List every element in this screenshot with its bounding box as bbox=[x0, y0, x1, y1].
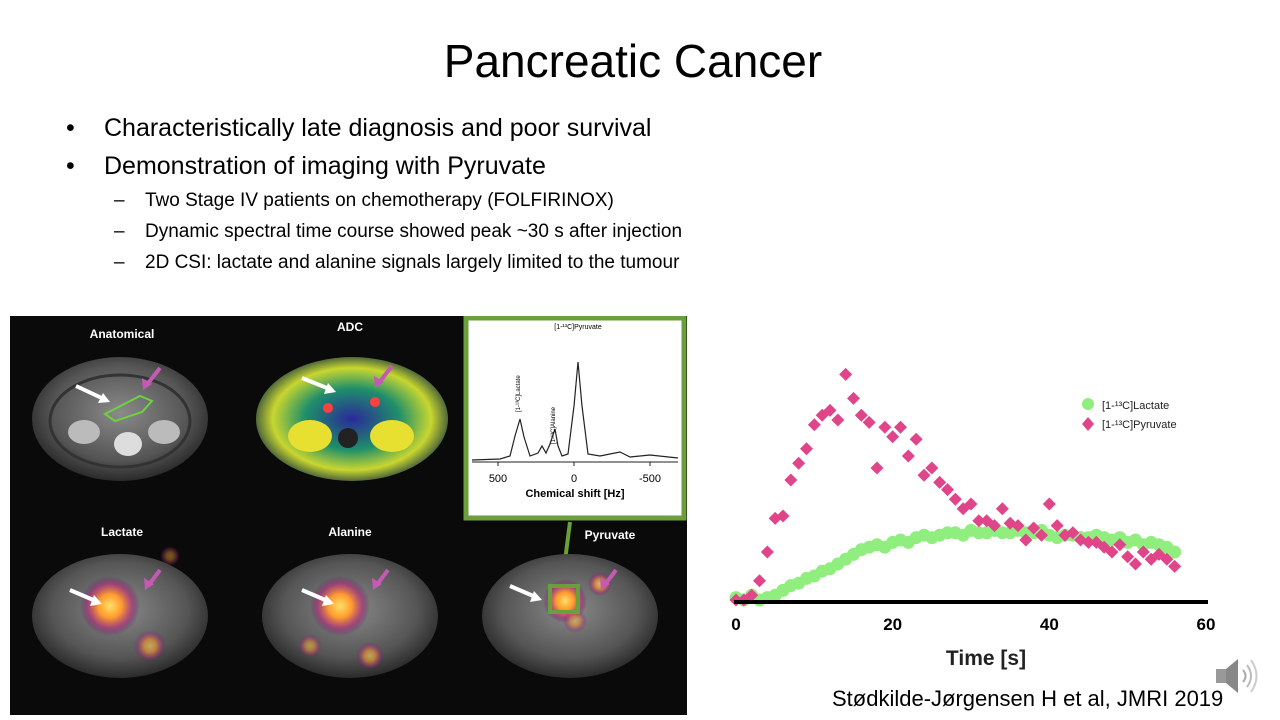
pyruvate-point bbox=[776, 509, 790, 523]
x-ticks: 0 20 40 60 bbox=[731, 615, 1215, 634]
pyruvate-point bbox=[823, 403, 837, 417]
pyruvate-point bbox=[933, 475, 947, 489]
pyruvate-point bbox=[1027, 521, 1041, 535]
pyruvate-point bbox=[1129, 557, 1142, 571]
pyruvate-point bbox=[972, 514, 986, 528]
pyruvate-point bbox=[753, 574, 766, 588]
pyruvate-point bbox=[988, 519, 1001, 533]
spectrum-tick: 0 bbox=[571, 473, 577, 485]
pyruvate-point bbox=[901, 449, 915, 463]
panel-label: Alanine bbox=[328, 525, 372, 539]
pyruvate-point bbox=[1042, 497, 1056, 511]
pyruvate-point bbox=[745, 588, 759, 602]
pyruvate-point bbox=[807, 418, 821, 432]
sub-bullet-item: Two Stage IV patients on chemotherapy (F… bbox=[66, 190, 682, 221]
pyruvate-point bbox=[870, 461, 884, 475]
pyruvate-point bbox=[995, 502, 1009, 516]
pyruvate-point bbox=[1011, 519, 1025, 533]
pyruvate-point bbox=[768, 511, 782, 525]
sub-bullet-item: 2D CSI: lactate and alanine signals larg… bbox=[66, 252, 682, 283]
sub-bullet-item: Dynamic spectral time course showed peak… bbox=[66, 221, 682, 252]
pyruvate-point bbox=[894, 420, 907, 434]
panel-label: Pyruvate bbox=[585, 528, 636, 542]
legend-marker-pyruvate bbox=[1082, 417, 1094, 431]
pyruvate-point bbox=[1160, 552, 1174, 566]
pyruvate-point bbox=[948, 492, 962, 506]
pyruvate-point bbox=[1113, 538, 1127, 552]
spectrum-peak-label: [1-¹³C]Lactate bbox=[516, 375, 522, 412]
panel-alanine: Alanine bbox=[262, 525, 438, 678]
bullet-list: Characteristically late diagnosis and po… bbox=[66, 114, 682, 283]
pyruvate-point bbox=[1066, 526, 1080, 540]
pyruvate-point bbox=[1050, 519, 1064, 533]
pyruvate-point bbox=[1089, 535, 1103, 549]
panel-lactate: Lactate bbox=[32, 525, 208, 678]
bullet-item: Demonstration of imaging with Pyruvate bbox=[66, 152, 682, 190]
spectrum-tick: -500 bbox=[639, 473, 661, 485]
pyruvate-point bbox=[800, 442, 813, 456]
pyruvate-point bbox=[784, 473, 798, 487]
pyruvate-point bbox=[964, 497, 978, 511]
panel-label: Lactate bbox=[101, 525, 143, 539]
mri-figure: Anatomical ADC [1-¹³C]Pyruvate [1-¹³C]La… bbox=[10, 316, 687, 715]
legend-label: [1-¹³C]Pyruvate bbox=[1102, 419, 1177, 431]
pyruvate-point bbox=[1121, 550, 1135, 564]
spectrum-inset: [1-¹³C]Pyruvate [1-¹³C]Lactate [1-¹³C]Al… bbox=[463, 316, 687, 521]
pyruvate-point bbox=[760, 545, 774, 559]
pyruvate-point bbox=[917, 468, 931, 482]
panel-label: Anatomical bbox=[90, 327, 155, 341]
spectrum-tick: 500 bbox=[489, 473, 507, 485]
pyruvate-point bbox=[1168, 559, 1182, 573]
x-tick-label: 60 bbox=[1197, 615, 1216, 634]
panel-pyruvate: Pyruvate bbox=[482, 528, 658, 678]
pyruvate-point bbox=[925, 461, 939, 475]
panel-label: ADC bbox=[337, 320, 363, 334]
pyruvate-point bbox=[1136, 545, 1150, 559]
time-course-chart: 0 20 40 60 Time [s] [1-¹³C]Lactate [1-¹³C]P… bbox=[729, 367, 1215, 670]
pyruvate-point bbox=[1082, 535, 1095, 549]
pyruvate-point bbox=[862, 415, 876, 429]
pyruvate-point bbox=[886, 430, 900, 444]
lactate-point bbox=[1168, 545, 1182, 559]
spectrum-peak-label: [1-¹³C]Pyruvate bbox=[554, 324, 602, 331]
pyruvate-point bbox=[1152, 547, 1166, 561]
x-tick-label: 40 bbox=[1040, 615, 1059, 634]
pyruvate-point bbox=[792, 456, 806, 470]
x-tick-label: 20 bbox=[883, 615, 902, 634]
pyruvate-point bbox=[878, 420, 892, 434]
panel-anatomical: Anatomical bbox=[32, 327, 208, 481]
pyruvate-point bbox=[909, 432, 923, 446]
pyruvate-point bbox=[956, 502, 970, 516]
citation: Stødkilde-Jørgensen H et al, JMRI 2019 bbox=[832, 686, 1224, 711]
pyruvate-point bbox=[1019, 533, 1033, 547]
legend: [1-¹³C]Lactate [1-¹³C]Pyruvate bbox=[1082, 398, 1177, 431]
panel-adc: ADC bbox=[256, 320, 448, 481]
pyruvate-point bbox=[1105, 545, 1119, 559]
pyruvate-point bbox=[1035, 528, 1048, 542]
spectrum-peak-label: [1-¹³C]Alanine bbox=[551, 406, 557, 444]
spectrum-xlabel: Chemical shift [Hz] bbox=[525, 488, 624, 500]
pyruvate-point bbox=[854, 408, 868, 422]
pyruvate-point bbox=[815, 408, 829, 422]
pyruvate-point bbox=[847, 391, 860, 405]
speaker-icon[interactable] bbox=[1210, 652, 1260, 700]
slide-title: Pancreatic Cancer bbox=[443, 35, 823, 87]
legend-label: [1-¹³C]Lactate bbox=[1102, 400, 1169, 412]
bullet-item: Characteristically late diagnosis and po… bbox=[66, 114, 682, 152]
legend-marker-lactate bbox=[1082, 398, 1094, 410]
x-tick-label: 0 bbox=[731, 615, 740, 634]
pyruvate-point bbox=[941, 483, 954, 497]
chart-marks bbox=[729, 367, 1182, 607]
pyruvate-point bbox=[831, 413, 845, 427]
x-axis-label: Time [s] bbox=[946, 647, 1026, 670]
pyruvate-point bbox=[839, 367, 853, 381]
